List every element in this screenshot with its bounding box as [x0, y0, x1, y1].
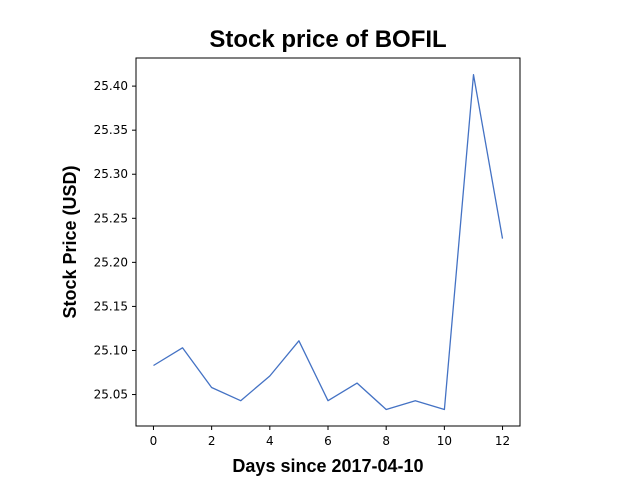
x-tick-label: 0 [150, 434, 158, 448]
y-tick-label: 25.15 [94, 299, 128, 313]
y-axis-label: Stock Price (USD) [60, 165, 80, 318]
y-tick-label: 25.35 [94, 123, 128, 137]
x-tick-label: 12 [495, 434, 510, 448]
x-tick-label: 10 [437, 434, 452, 448]
series-line [153, 74, 504, 411]
y-tick-label: 25.10 [94, 343, 128, 357]
y-tick-label: 25.05 [94, 388, 128, 402]
x-tick-label: 2 [208, 434, 216, 448]
y-tick-label: 25.20 [94, 255, 128, 269]
plot-area [135, 57, 521, 427]
x-tick-label: 6 [324, 434, 332, 448]
chart-title: Stock price of BOFIL [209, 26, 446, 53]
x-axis-label: Days since 2017-04-10 [232, 456, 423, 476]
y-tick-label: 25.30 [94, 167, 128, 181]
x-tick-label: 4 [266, 434, 274, 448]
y-tick-label: 25.25 [94, 211, 128, 225]
x-tick-label: 8 [382, 434, 390, 448]
x-axis: 0 2 4 6 8 10 12 [150, 426, 510, 448]
y-tick-label: 25.40 [94, 79, 128, 93]
y-axis: 25.05 25.10 25.15 25.20 25.25 25.30 25.35 25.40 [94, 79, 136, 402]
